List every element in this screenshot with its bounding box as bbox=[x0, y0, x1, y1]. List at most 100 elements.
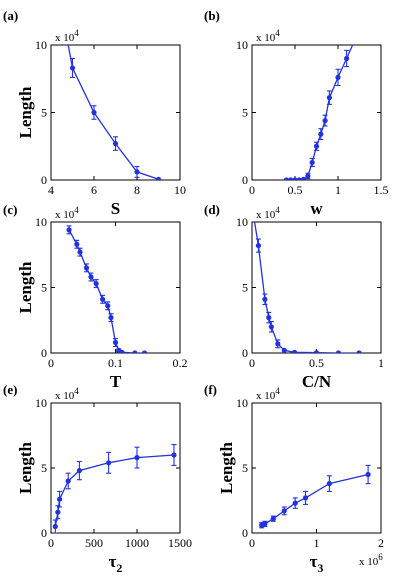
x-tick-label: 0.5 bbox=[309, 356, 324, 370]
data-point bbox=[132, 350, 138, 353]
x-tick-label: 2 bbox=[378, 536, 384, 550]
x-tick-label: 1000 bbox=[125, 536, 149, 550]
data-point bbox=[292, 500, 298, 506]
data-point bbox=[326, 481, 332, 487]
series-2 bbox=[66, 225, 148, 353]
data-point bbox=[262, 521, 268, 527]
data-point bbox=[275, 341, 281, 347]
data-point bbox=[52, 523, 58, 530]
y-axis-label: Length bbox=[217, 441, 236, 494]
panel-label: (d) bbox=[204, 202, 220, 217]
data-point bbox=[309, 159, 315, 166]
data-point bbox=[57, 496, 63, 502]
y-tick-label: 5 bbox=[242, 461, 248, 475]
y-tick-label: 10 bbox=[35, 396, 47, 410]
y-tick-label: 0 bbox=[41, 173, 47, 187]
y-tick-label: 5 bbox=[41, 281, 47, 295]
data-point bbox=[100, 296, 106, 302]
data-point bbox=[134, 455, 140, 461]
x-tick-label: 0 bbox=[48, 536, 54, 550]
axes-frame bbox=[251, 402, 382, 534]
data-point bbox=[301, 176, 307, 180]
x-axis-label: w bbox=[310, 199, 323, 218]
series-line bbox=[253, 222, 360, 353]
data-point bbox=[291, 349, 298, 353]
data-point bbox=[77, 249, 83, 255]
y-tick-label: 10 bbox=[35, 215, 47, 229]
series-line bbox=[54, 454, 175, 527]
y-tick-label: 5 bbox=[41, 106, 47, 120]
data-point bbox=[105, 303, 111, 309]
panel-e: 0 500 1000 1500 0 5 10 x 104 (e) Length τ2 bbox=[3, 382, 192, 575]
x-tick-label: 0 bbox=[249, 356, 255, 370]
data-point bbox=[302, 495, 309, 501]
x-multiplier: x 106 bbox=[359, 552, 383, 568]
y-tick-label: 0 bbox=[242, 526, 248, 540]
x-tick-label: 1 bbox=[378, 356, 384, 370]
data-point bbox=[93, 280, 99, 287]
data-point bbox=[155, 176, 162, 180]
y-tick-label: 0 bbox=[242, 173, 248, 187]
data-point bbox=[313, 350, 320, 353]
panel-label: (e) bbox=[3, 382, 17, 397]
data-point bbox=[76, 468, 82, 474]
y-tick-label: 5 bbox=[41, 461, 47, 475]
y-axis-label: Length bbox=[16, 441, 35, 494]
panel-a: 4 6 8 10 0 5 10 x 104 (a) Length S bbox=[3, 8, 186, 218]
panel-label: (c) bbox=[3, 202, 17, 217]
axes-frame bbox=[50, 402, 181, 534]
x-tick-label: 1.5 bbox=[374, 183, 389, 197]
y-tick-label: 5 bbox=[242, 281, 248, 295]
data-point bbox=[365, 471, 371, 478]
data-point bbox=[283, 177, 289, 180]
data-point bbox=[268, 324, 274, 330]
x-axis-label: S bbox=[111, 199, 120, 218]
y-multiplier: x 104 bbox=[256, 386, 280, 402]
x-tick-label: 8 bbox=[134, 183, 140, 197]
data-point bbox=[326, 95, 332, 101]
y-tick-label: 10 bbox=[236, 215, 248, 229]
y-tick-label: 0 bbox=[41, 346, 47, 360]
x-tick-label: 6 bbox=[91, 183, 97, 197]
x-axis-label: τ3 bbox=[310, 552, 324, 575]
data-point bbox=[119, 349, 125, 353]
data-point bbox=[255, 242, 262, 249]
panel-b: 0 0.5 1 1.5 0 5 10 x 104 (b) w bbox=[204, 8, 389, 218]
data-point bbox=[318, 131, 324, 137]
y-multiplier: x 104 bbox=[256, 28, 280, 44]
data-point bbox=[322, 118, 328, 124]
series-line bbox=[261, 473, 369, 526]
x-axis-label: C/N bbox=[302, 372, 332, 391]
x-tick-label: 0 bbox=[48, 356, 54, 370]
data-point bbox=[88, 274, 94, 280]
y-tick-label: 0 bbox=[242, 346, 248, 360]
x-axis-label: τ2 bbox=[109, 552, 123, 575]
series-0 bbox=[67, 45, 162, 180]
data-point bbox=[55, 509, 61, 515]
x-tick-label: 1 bbox=[314, 536, 320, 550]
data-point bbox=[141, 350, 148, 353]
data-point bbox=[292, 177, 298, 180]
data-point bbox=[108, 315, 114, 321]
x-tick-label: 500 bbox=[85, 536, 103, 550]
panel-label: (b) bbox=[204, 8, 220, 23]
data-point bbox=[66, 227, 72, 233]
panel-label: (f) bbox=[204, 382, 217, 397]
data-point bbox=[112, 140, 119, 147]
x-tick-label: 0 bbox=[249, 183, 255, 197]
y-tick-label: 10 bbox=[35, 38, 47, 52]
y-tick-label: 0 bbox=[41, 526, 47, 540]
y-multiplier: x 104 bbox=[55, 386, 79, 402]
y-tick-label: 10 bbox=[236, 38, 248, 52]
y-multiplier: x 104 bbox=[55, 28, 79, 44]
series-line bbox=[286, 45, 354, 180]
axes-frame bbox=[50, 221, 181, 354]
data-point bbox=[335, 350, 342, 353]
y-tick-label: 10 bbox=[236, 396, 248, 410]
data-point bbox=[281, 347, 287, 353]
data-point bbox=[112, 339, 119, 346]
x-tick-label: 1 bbox=[335, 183, 341, 197]
data-point bbox=[288, 177, 294, 180]
series-5 bbox=[259, 464, 371, 529]
